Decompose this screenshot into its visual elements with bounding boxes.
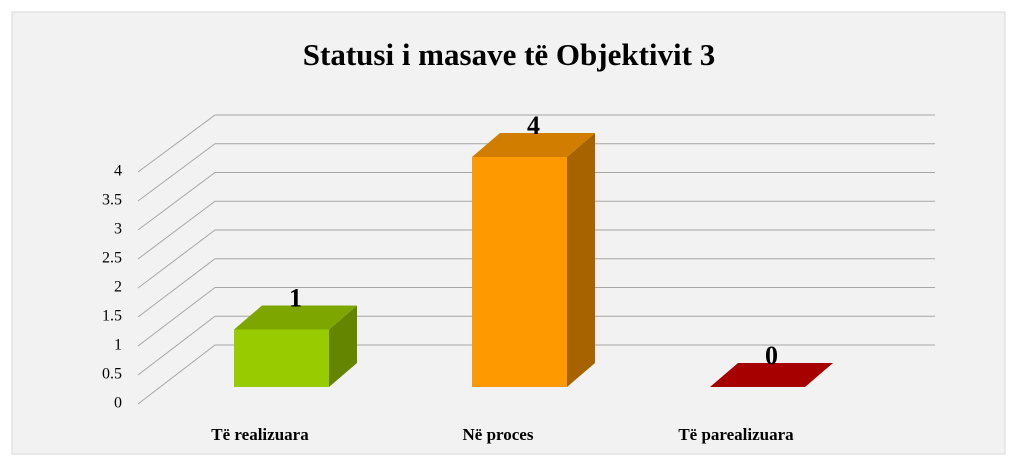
grid-line [137,143,935,202]
x-tick-label: Të parealizuara [678,425,794,444]
grid-line [137,315,935,376]
bar-side [329,305,357,387]
y-tick-label: 1 [114,337,122,354]
bar-top [234,305,357,330]
y-tick-label: 4 [114,163,122,180]
grid-line [137,172,935,231]
grid-line [137,229,935,289]
y-tick-label: 1.5 [102,308,122,325]
data-label: 1 [289,283,302,312]
grid-line [137,344,935,405]
grid-line [137,287,935,347]
bar-top [472,133,595,157]
bar-top [710,363,833,387]
y-tick-label: 0 [114,395,122,412]
grid-line [137,114,935,173]
data-label: 0 [765,341,778,370]
data-label: 4 [527,111,540,140]
chart-title: Statusi i masave të Objektivit 3 [303,37,715,72]
bar-side [567,133,595,387]
bar [234,329,329,387]
y-tick-label: 3.5 [102,192,122,209]
bar [472,157,567,387]
y-tick-label: 2 [114,279,122,296]
y-tick-label: 0.5 [102,366,122,383]
x-tick-label: Të realizuara [211,425,309,444]
y-tick-label: 3 [114,221,122,238]
grid-line [137,258,935,318]
y-tick-label: 2.5 [102,250,122,267]
grid-line [137,200,935,260]
x-tick-label: Në proces [463,425,534,444]
